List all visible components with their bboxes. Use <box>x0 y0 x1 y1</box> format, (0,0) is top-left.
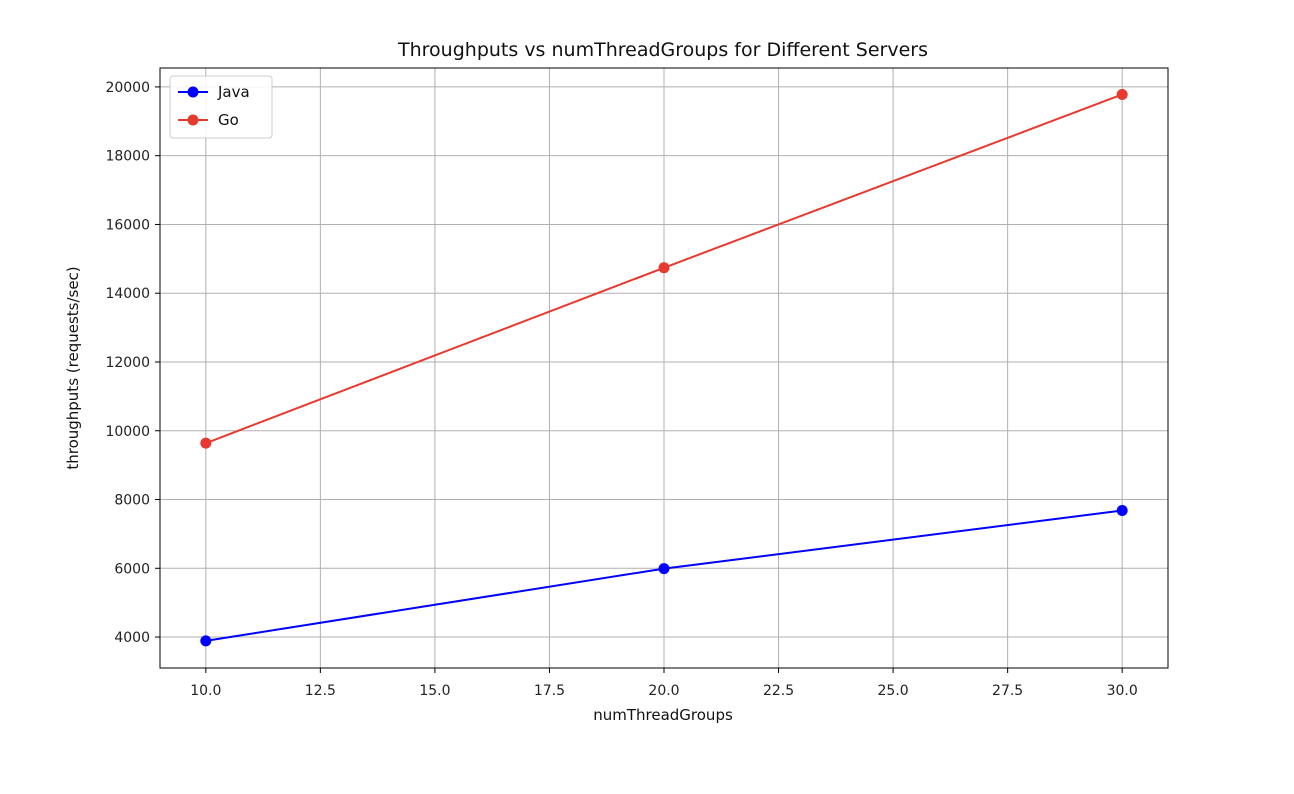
y-tick-label: 8000 <box>114 493 150 509</box>
y-tick-label: 10000 <box>105 424 150 440</box>
y-tick-label: 14000 <box>105 286 150 302</box>
y-tick-label: 12000 <box>105 355 150 371</box>
data-point-go <box>658 262 670 274</box>
y-tick-label: 18000 <box>105 149 150 165</box>
x-tick-label: 15.0 <box>419 683 450 699</box>
series-group <box>200 88 1128 647</box>
data-point-java <box>658 563 670 575</box>
legend-label-java: Java <box>217 83 250 101</box>
y-tick-label: 20000 <box>105 80 150 96</box>
x-axis-label: numThreadGroups <box>593 706 733 724</box>
x-tick-label: 22.5 <box>763 683 794 699</box>
data-point-go <box>1116 88 1128 100</box>
y-tick-label: 16000 <box>105 217 150 233</box>
y-tick-label: 6000 <box>114 561 150 577</box>
y-tick-label: 4000 <box>114 630 150 646</box>
ticks: 10.0 12.5 15.0 17.5 20.0 22.5 25.0 27.5 30.0 4000… <box>105 80 1137 699</box>
x-tick-label: 20.0 <box>648 683 679 699</box>
x-tick-label: 27.5 <box>992 683 1023 699</box>
x-tick-label: 12.5 <box>305 683 336 699</box>
data-point-go <box>200 437 212 449</box>
data-point-java <box>1116 505 1128 517</box>
x-tick-label: 30.0 <box>1107 683 1138 699</box>
chart-title: Throughputs vs numThreadGroups for Diffe… <box>397 39 928 61</box>
legend: Java Go <box>169 75 273 139</box>
x-tick-label: 10.0 <box>190 683 221 699</box>
legend-marker-java <box>187 86 199 98</box>
y-axis-label: throughputs (requests/sec) <box>64 266 82 469</box>
x-tick-label: 17.5 <box>534 683 565 699</box>
legend-label-go: Go <box>218 111 239 129</box>
x-tick-label: 25.0 <box>878 683 909 699</box>
data-point-java <box>200 635 212 647</box>
legend-marker-go <box>187 114 199 126</box>
